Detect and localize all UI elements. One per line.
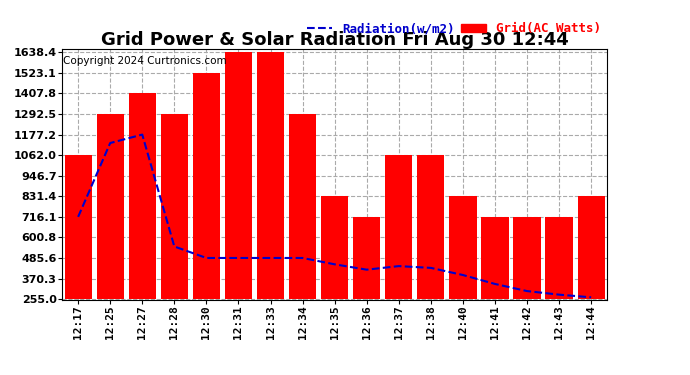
Bar bbox=[353, 217, 380, 299]
Bar bbox=[225, 53, 252, 299]
Bar bbox=[97, 114, 124, 299]
Bar bbox=[128, 93, 156, 299]
Bar bbox=[161, 114, 188, 299]
Bar bbox=[578, 196, 605, 299]
Bar bbox=[321, 196, 348, 299]
Text: Copyright 2024 Curtronics.com: Copyright 2024 Curtronics.com bbox=[63, 56, 226, 66]
Bar bbox=[513, 217, 541, 299]
Bar bbox=[482, 217, 509, 299]
Bar bbox=[546, 217, 573, 299]
Bar bbox=[417, 155, 444, 299]
Bar bbox=[193, 73, 220, 299]
Bar bbox=[289, 114, 316, 299]
Title: Grid Power & Solar Radiation Fri Aug 30 12:44: Grid Power & Solar Radiation Fri Aug 30 … bbox=[101, 31, 569, 49]
Legend: Radiation(w/m2), Grid(AC Watts): Radiation(w/m2), Grid(AC Watts) bbox=[307, 22, 601, 35]
Bar bbox=[385, 155, 413, 299]
Bar bbox=[64, 155, 92, 299]
Bar bbox=[257, 53, 284, 299]
Bar bbox=[449, 196, 477, 299]
